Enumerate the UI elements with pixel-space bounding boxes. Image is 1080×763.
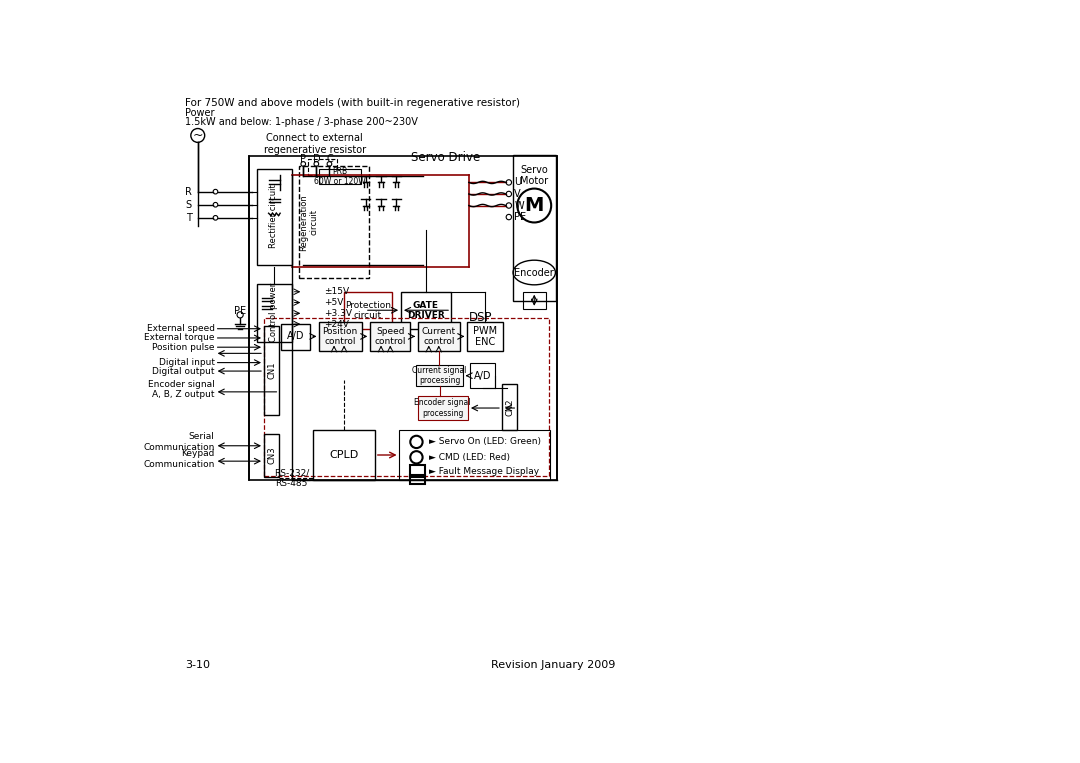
Text: U: U: [514, 178, 522, 188]
Text: S: S: [186, 200, 191, 210]
Text: +24V: +24V: [324, 320, 349, 329]
Text: Encoder signal
A, B, Z output: Encoder signal A, B, Z output: [148, 380, 215, 399]
Text: Servo Drive: Servo Drive: [411, 151, 481, 164]
Text: RS-232/
RS-485: RS-232/ RS-485: [274, 468, 309, 488]
Bar: [471, 362, 495, 388]
Text: Servo
Motor: Servo Motor: [521, 165, 549, 186]
Text: M: M: [525, 196, 544, 215]
Text: Connect to external
regenerative resistor: Connect to external regenerative resisto…: [264, 133, 366, 155]
Text: PE: PE: [514, 212, 526, 222]
Text: CN3: CN3: [267, 446, 276, 464]
Text: External speed: External speed: [147, 324, 215, 333]
Bar: [264, 327, 280, 415]
Bar: [313, 430, 375, 481]
Text: W: W: [514, 201, 524, 211]
Bar: [320, 322, 362, 351]
Text: Protection
circuit: Protection circuit: [345, 301, 391, 320]
Text: PWM
ENC: PWM ENC: [473, 326, 497, 347]
Text: Encoder: Encoder: [514, 268, 554, 278]
Bar: [523, 291, 545, 309]
Bar: [417, 365, 462, 387]
Text: P: P: [300, 153, 307, 163]
Text: CN2: CN2: [505, 398, 514, 416]
Text: Rectifier circuit: Rectifier circuit: [270, 185, 279, 248]
Bar: [249, 156, 557, 481]
Text: Power: Power: [186, 108, 215, 118]
Text: PRB
60W or 120W: PRB 60W or 120W: [313, 166, 365, 186]
Bar: [418, 397, 468, 420]
Text: Speed
control: Speed control: [375, 327, 406, 346]
Bar: [409, 475, 424, 485]
Text: 3-10: 3-10: [186, 660, 211, 670]
Bar: [502, 384, 517, 430]
Text: Control power: Control power: [270, 283, 279, 342]
Text: Position
control: Position control: [323, 327, 357, 346]
Bar: [257, 284, 292, 342]
Bar: [299, 166, 368, 278]
Text: ±15V: ±15V: [324, 287, 349, 296]
Text: C: C: [326, 153, 333, 163]
Text: D: D: [312, 153, 320, 163]
Text: Keypad
Communication: Keypad Communication: [144, 449, 215, 468]
Text: CN1: CN1: [267, 362, 276, 379]
Bar: [401, 291, 451, 329]
Text: ► Fault Message Display: ► Fault Message Display: [429, 468, 539, 476]
Bar: [468, 322, 503, 351]
Bar: [409, 465, 424, 477]
Text: GATE
DRIVER: GATE DRIVER: [407, 301, 445, 320]
Bar: [257, 169, 292, 265]
Text: External torque: External torque: [145, 333, 215, 343]
Text: Current signal
processing: Current signal processing: [413, 366, 467, 385]
Bar: [264, 434, 280, 477]
Text: V: V: [514, 189, 521, 199]
Bar: [345, 291, 392, 329]
Text: +5V: +5V: [324, 298, 343, 307]
Text: Revision January 2009: Revision January 2009: [491, 660, 616, 670]
Text: Regeneration
circuit: Regeneration circuit: [299, 194, 319, 251]
Bar: [264, 318, 549, 476]
Text: R: R: [185, 187, 191, 197]
Bar: [319, 169, 361, 184]
Text: Serial
Communication: Serial Communication: [144, 432, 215, 452]
Text: For 750W and above models (with built-in regenerative resistor): For 750W and above models (with built-in…: [186, 98, 521, 108]
Text: T: T: [186, 213, 191, 223]
Text: ► CMD (LED: Red): ► CMD (LED: Red): [429, 452, 510, 462]
Text: ~: ~: [192, 129, 203, 142]
Text: A/D: A/D: [287, 331, 305, 341]
Bar: [418, 322, 460, 351]
Bar: [308, 159, 337, 175]
Text: Current
control: Current control: [421, 327, 456, 346]
Bar: [281, 324, 310, 349]
Text: +3.3V: +3.3V: [324, 309, 352, 318]
Text: DSP: DSP: [469, 311, 492, 324]
Text: 1.5kW and below: 1-phase / 3-phase 200~230V: 1.5kW and below: 1-phase / 3-phase 200~2…: [186, 117, 418, 127]
Text: Digital output: Digital output: [152, 366, 215, 375]
Text: PE: PE: [234, 306, 246, 316]
Text: Encoder signal
processing: Encoder signal processing: [415, 398, 471, 417]
Bar: [400, 430, 550, 481]
Bar: [513, 155, 556, 301]
Text: Digital input: Digital input: [159, 358, 215, 367]
Text: ► Servo On (LED: Green): ► Servo On (LED: Green): [429, 437, 541, 446]
Bar: [370, 322, 410, 351]
Text: Position pulse: Position pulse: [152, 343, 215, 352]
Text: CPLD: CPLD: [329, 450, 359, 460]
Text: A/D: A/D: [474, 371, 491, 381]
